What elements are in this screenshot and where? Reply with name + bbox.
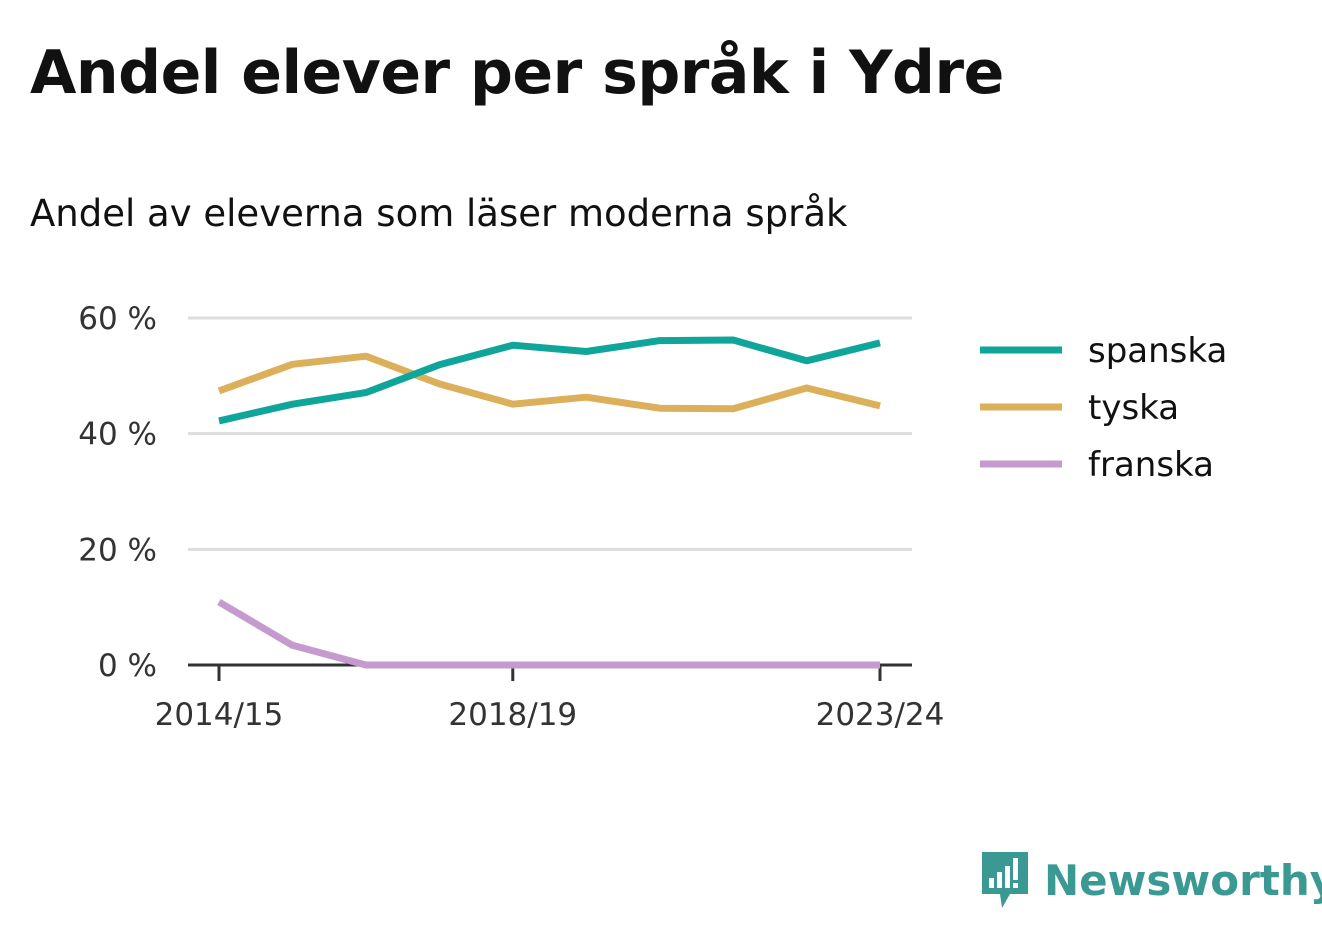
x-tick-label: 2018/19 xyxy=(448,697,577,733)
y-tick-label: 20 % xyxy=(78,532,157,568)
legend-label-franska: franska xyxy=(1088,445,1214,485)
grid-lines xyxy=(188,316,912,551)
legend-label-spanska: spanska xyxy=(1088,331,1227,371)
x-tick-label: 2023/24 xyxy=(816,697,945,733)
y-axis-ticks: 0 % 20 % 40 % 60 % xyxy=(78,301,157,684)
y-tick-label: 60 % xyxy=(78,301,157,337)
brand-name: Newsworthy xyxy=(1044,855,1322,905)
newsworthy-logo-icon xyxy=(982,852,1028,908)
legend-label-tyska: tyska xyxy=(1088,388,1179,428)
brand-logo: Newsworthy xyxy=(980,850,1322,910)
chart-subtitle: Andel av eleverna som läser moderna språ… xyxy=(30,192,848,235)
y-tick-label: 40 % xyxy=(78,417,157,453)
series-lines xyxy=(217,336,881,669)
y-tick-label: 0 % xyxy=(98,648,157,684)
legend: spanska tyska franska xyxy=(980,331,1227,485)
series-line-franska xyxy=(217,598,880,669)
x-axis: 2014/15 2018/19 2023/24 xyxy=(155,663,945,733)
chart-title: Andel elever per språk i Ydre xyxy=(30,38,1004,108)
series-line-spanska xyxy=(218,336,881,425)
x-tick-label: 2014/15 xyxy=(155,697,284,733)
series-line-tyska xyxy=(217,352,881,413)
